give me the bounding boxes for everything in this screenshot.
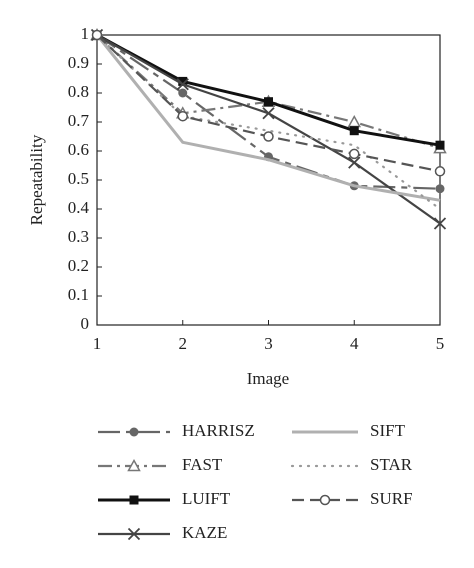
x-tick-label: 4 (350, 334, 359, 353)
marker (129, 495, 139, 505)
marker (347, 114, 362, 128)
marker (127, 458, 141, 472)
y-tick-label: 0.7 (68, 111, 90, 130)
marker (348, 156, 361, 169)
legend-label: KAZE (182, 523, 227, 542)
legend-label: LUIFT (182, 489, 231, 508)
y-tick-label: 0.2 (68, 256, 89, 275)
marker (434, 166, 446, 177)
y-tick-label: 0 (81, 314, 90, 333)
marker (178, 88, 188, 98)
x-axis-label: Image (247, 369, 289, 388)
marker (127, 527, 141, 541)
legend-label: SIFT (370, 421, 406, 440)
plot-frame (96, 34, 441, 326)
x-tick-label: 3 (264, 334, 273, 353)
marker (349, 126, 359, 136)
x-tick-label: 2 (179, 334, 188, 353)
series-line (96, 34, 441, 190)
legend-label: FAST (182, 455, 223, 474)
marker (262, 107, 275, 120)
legend-label: STAR (370, 455, 413, 474)
marker (319, 494, 331, 506)
x-tick-label: 5 (436, 334, 445, 353)
y-tick-label: 0.8 (68, 82, 89, 101)
series-line (95, 33, 442, 211)
marker (176, 78, 189, 91)
y-tick-label: 0.9 (68, 53, 89, 72)
marker (263, 131, 274, 142)
x-tick-label: 1 (93, 334, 102, 353)
marker (177, 110, 188, 122)
marker (264, 97, 273, 107)
marker (433, 217, 447, 230)
series-line (96, 33, 441, 147)
series-line (96, 34, 441, 150)
y-axis-label: Repeatability (27, 134, 46, 225)
marker (435, 140, 445, 150)
legend-label: SURF (370, 489, 413, 508)
series-line (95, 34, 441, 202)
y-tick-label: 0.4 (68, 198, 90, 217)
marker (91, 29, 103, 41)
y-tick-label: 0.3 (68, 227, 89, 246)
y-tick-label: 0.1 (68, 285, 89, 304)
marker (435, 184, 445, 194)
y-tick-label: 0.5 (68, 169, 89, 188)
legend-label: HARRISZ (182, 421, 255, 440)
marker (349, 148, 360, 160)
marker (129, 427, 139, 437)
marker (178, 76, 188, 86)
y-tick-label: 0.6 (68, 140, 89, 159)
y-tick-label: 1 (81, 24, 90, 43)
